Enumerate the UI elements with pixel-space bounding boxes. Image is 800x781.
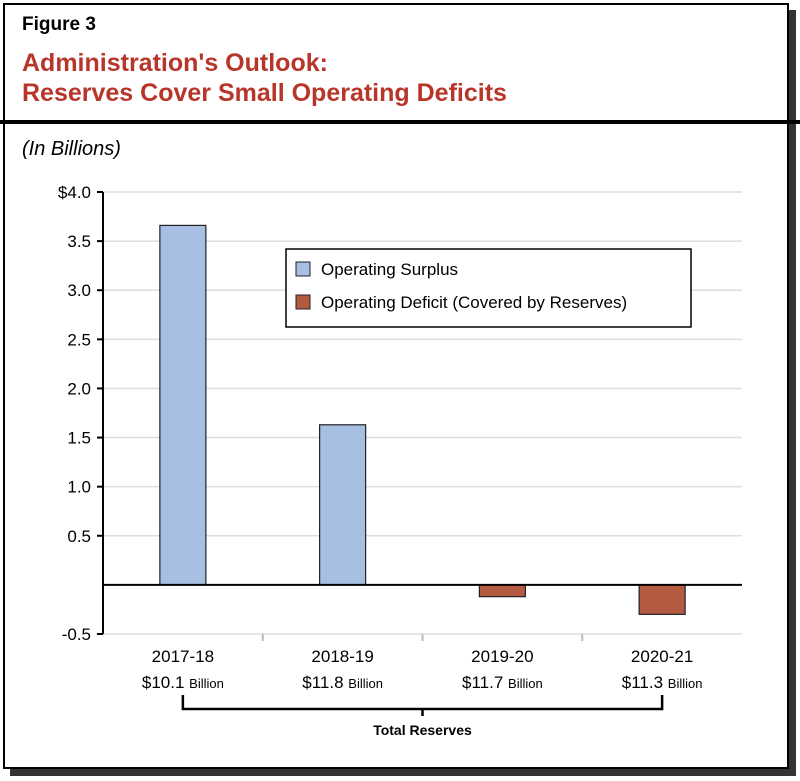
- legend-box: [285, 248, 692, 328]
- y-tick-label: 3.5: [67, 232, 91, 251]
- reserves-label: $10.1 Billion: [142, 673, 224, 692]
- legend-swatch: [295, 294, 311, 310]
- legend-label: Operating Surplus: [321, 260, 458, 279]
- bar-2018-19: [319, 424, 367, 586]
- figure-label: Figure 3: [22, 14, 96, 35]
- reserves-title: Total Reserves: [373, 722, 472, 738]
- reserves-unit: Billion: [189, 676, 224, 691]
- x-tick-label: 2018-19: [311, 647, 373, 666]
- title-rule: [0, 120, 800, 124]
- reserves-bracket: [181, 695, 664, 716]
- x-tick-label: 2020-21: [631, 647, 693, 666]
- bar-2020-21: [638, 584, 686, 615]
- figure-frame: [3, 3, 789, 769]
- y-tick-label: 2.5: [67, 330, 91, 349]
- reserves-label: $11.3 Billion: [622, 673, 703, 692]
- reserves-unit: Billion: [508, 676, 543, 691]
- y-tick-label: 3.0: [67, 281, 91, 300]
- y-tick-label: 0.5: [67, 527, 91, 546]
- bar-2019-20: [478, 584, 526, 598]
- y-tick-label: -0.5: [62, 625, 91, 644]
- legend-label: Operating Deficit (Covered by Reserves): [321, 293, 627, 312]
- reserves-unit: Billion: [668, 676, 703, 691]
- y-tick-label: $4.0: [58, 183, 91, 202]
- reserves-label: $11.8 Billion: [302, 673, 383, 692]
- title-line-1: Administration's Outlook:: [22, 49, 328, 77]
- x-tick-label: 2019-20: [471, 647, 533, 666]
- units-label: (In Billions): [22, 138, 121, 160]
- legend-swatch: [295, 261, 311, 277]
- title-line-2: Reserves Cover Small Operating Deficits: [22, 79, 507, 107]
- y-tick-label: 1.5: [67, 429, 91, 448]
- chart-title: Administration's Outlook: Reserves Cover…: [22, 48, 507, 108]
- y-tick-label: 1.0: [67, 478, 91, 497]
- x-tick-label: 2017-18: [152, 647, 214, 666]
- reserves-label: $11.7 Billion: [462, 673, 543, 692]
- y-tick-label: 2.0: [67, 379, 91, 398]
- reserves-unit: Billion: [348, 676, 383, 691]
- bar-2017-18: [159, 224, 207, 586]
